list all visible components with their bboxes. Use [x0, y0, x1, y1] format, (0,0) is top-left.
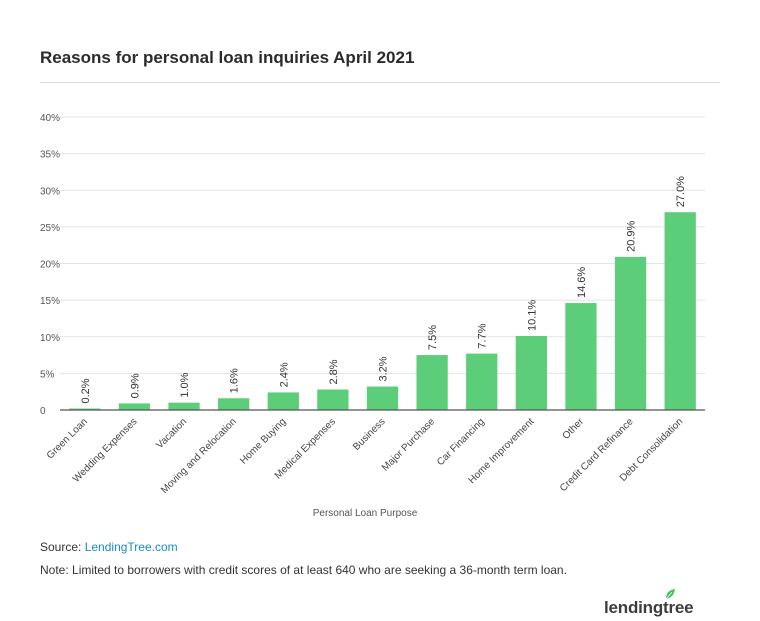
data-label: 20.9% — [626, 220, 638, 251]
data-label: 0.2% — [80, 378, 92, 403]
y-tick-label: 20% — [40, 260, 60, 271]
x-axis-title: Personal Loan Purpose — [313, 508, 418, 519]
x-tick-label: Car Financing — [435, 416, 487, 468]
y-tick-label: 15% — [40, 296, 60, 307]
data-label: 2.8% — [328, 359, 340, 384]
y-axis-ticks: 0 5% 10% 15% 20% 25% 30% 35% 40% — [40, 113, 60, 417]
bar — [118, 403, 151, 410]
bar — [218, 398, 250, 410]
x-tick-label: Home Buying — [238, 416, 288, 466]
bar — [267, 392, 299, 410]
data-label: 3.2% — [378, 356, 390, 381]
source-prefix: Source: — [40, 540, 85, 554]
source-line: Source: LendingTree.com — [40, 540, 178, 554]
data-label: 2.4% — [278, 362, 290, 387]
x-tick-label: Major Purchase — [380, 416, 438, 474]
bar — [366, 386, 399, 410]
y-tick-label: 0 — [40, 406, 46, 417]
bar — [515, 336, 547, 410]
data-label: 7.5% — [427, 325, 439, 350]
chart-title: Reasons for personal loan inquiries Apri… — [40, 48, 415, 67]
bar — [565, 303, 597, 410]
data-label: 14.6% — [576, 267, 588, 298]
grid-lines — [60, 116, 705, 374]
note-line: Note: Limited to borrowers with credit s… — [40, 563, 567, 577]
y-tick-label: 40% — [40, 113, 60, 124]
bars — [69, 212, 696, 410]
data-label: 1.6% — [229, 368, 241, 393]
bar — [317, 389, 349, 410]
x-tick-label: Business — [351, 416, 387, 452]
bar — [664, 212, 696, 410]
bar — [168, 402, 200, 410]
data-label: 7.7% — [477, 323, 489, 348]
bar — [614, 256, 647, 410]
y-tick-label: 10% — [40, 333, 60, 344]
y-tick-label: 35% — [40, 150, 60, 161]
data-label: 1.0% — [179, 372, 191, 397]
data-label: 10.1% — [526, 300, 538, 331]
x-tick-label: Vacation — [154, 416, 189, 451]
y-tick-label: 30% — [40, 186, 60, 197]
bar-chart: 0 5% 10% 15% 20% 25% 30% 35% 40% 0.2% 0.9% 1.0% 1.6… — [40, 113, 705, 519]
y-tick-label: 5% — [40, 369, 55, 380]
source-link[interactable]: LendingTree.com — [84, 540, 178, 554]
bar — [466, 353, 498, 410]
logo-text: lendingtree — [604, 598, 694, 617]
data-labels: 0.2% 0.9% 1.0% 1.6% 2.4% 2.8% 3.2% 7.5% 7.7% 10.1… — [80, 176, 687, 404]
data-label: 27.0% — [675, 176, 687, 207]
x-tick-label: Other — [561, 416, 587, 442]
bar — [69, 408, 101, 410]
leaf-icon — [665, 589, 675, 600]
x-tick-label: Green Loan — [45, 416, 90, 461]
title-divider — [40, 82, 720, 83]
y-tick-label: 25% — [40, 223, 60, 234]
lendingtree-logo: lendingtree — [604, 589, 694, 618]
data-label: 0.9% — [129, 373, 141, 398]
bar — [416, 355, 448, 410]
